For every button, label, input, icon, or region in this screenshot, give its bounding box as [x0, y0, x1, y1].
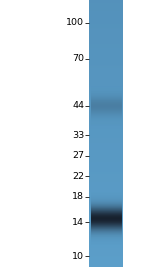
Text: 10: 10 — [72, 252, 84, 261]
Text: 44: 44 — [72, 101, 84, 111]
Text: 27: 27 — [72, 151, 84, 160]
Text: 22: 22 — [72, 172, 84, 181]
Text: 70: 70 — [72, 54, 84, 63]
Text: 100: 100 — [66, 18, 84, 27]
Text: 33: 33 — [72, 131, 84, 140]
Text: 18: 18 — [72, 192, 84, 201]
Text: 14: 14 — [72, 218, 84, 227]
